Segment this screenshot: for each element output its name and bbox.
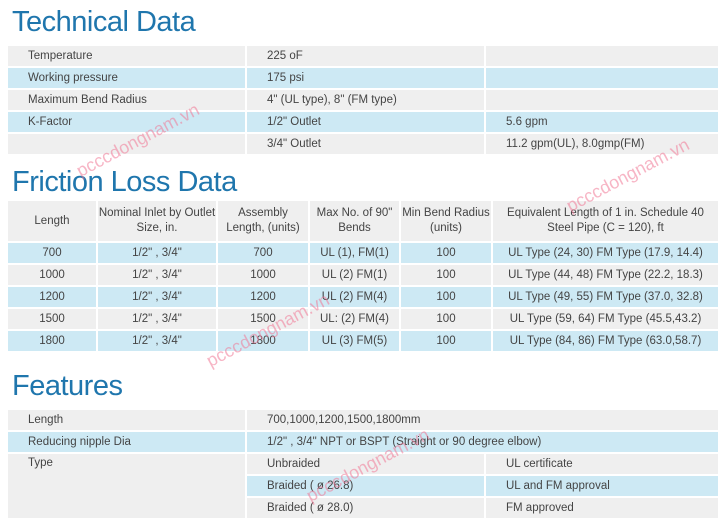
- table-row: 1000 1/2" , 3/4" 1000 UL (2) FM(1) 100 UL Typ…: [8, 265, 718, 285]
- table-row: 1500 1/2" , 3/4" 1500 UL: (2) FM(4) 100 UL Ty…: [8, 309, 718, 329]
- cell: 1800: [8, 331, 96, 351]
- cell: UL Type (24, 30) FM Type (17.9, 14.4): [493, 243, 718, 263]
- technical-data-title: Technical Data: [12, 6, 196, 38]
- cell: 1/2" , 3/4": [98, 243, 216, 263]
- cell: Braided ( ø 26.8): [247, 476, 484, 496]
- cell: Length: [8, 410, 245, 430]
- features-table: Length 700,1000,1200,1500,1800mm Reducing…: [6, 408, 720, 520]
- cell: Type: [8, 454, 245, 518]
- cell: 100: [401, 265, 491, 285]
- table-row: Working pressure 175 psi: [8, 68, 718, 88]
- cell: UL (2) FM(4): [310, 287, 399, 307]
- cell: 1500: [8, 309, 96, 329]
- cell: 175 psi: [247, 68, 484, 88]
- cell: 5.6 gpm: [486, 112, 718, 132]
- friction-loss-title: Friction Loss Data: [12, 166, 237, 198]
- column-header: Assembly Length, (units): [218, 201, 308, 241]
- cell: FM approved: [486, 498, 718, 518]
- cell: 1/2" , 3/4" NPT or BSPT (Straight or 90 …: [247, 432, 718, 452]
- cell: 100: [401, 331, 491, 351]
- cell: Temperature: [8, 46, 245, 66]
- cell: UL certificate: [486, 454, 718, 474]
- cell: 4" (UL type), 8" (FM type): [247, 90, 484, 110]
- column-header: Equivalent Length of 1 in. Schedule 40 S…: [493, 201, 718, 241]
- cell: UL (2) FM(1): [310, 265, 399, 285]
- cell: UL and FM approval: [486, 476, 718, 496]
- cell: 1/2" , 3/4": [98, 265, 216, 285]
- table-row: K-Factor 1/2" Outlet 5.6 gpm: [8, 112, 718, 132]
- cell: Reducing nipple Dia: [8, 432, 245, 452]
- feature-row-type: Braided ( ø 28.0) FM approved: [8, 498, 718, 518]
- cell: 100: [401, 243, 491, 263]
- cell: K-Factor: [8, 112, 245, 132]
- cell: Braided ( ø 28.0): [247, 498, 484, 518]
- cell: 3/4" Outlet: [247, 134, 484, 154]
- cell: 225 oF: [247, 46, 484, 66]
- cell: [486, 68, 718, 88]
- cell: 1800: [218, 331, 308, 351]
- cell: Unbraided: [247, 454, 484, 474]
- column-header: Length: [8, 201, 96, 241]
- cell: 700,1000,1200,1500,1800mm: [247, 410, 718, 430]
- table-row: Temperature 225 oF: [8, 46, 718, 66]
- cell: [8, 134, 245, 154]
- cell: UL Type (59, 64) FM Type (45.5,43.2): [493, 309, 718, 329]
- table-row: 1200 1/2" , 3/4" 1200 UL (2) FM(4) 100 UL Typ…: [8, 287, 718, 307]
- cell: 1/2" Outlet: [247, 112, 484, 132]
- cell: 1500: [218, 309, 308, 329]
- cell: UL Type (44, 48) FM Type (22.2, 18.3): [493, 265, 718, 285]
- cell: 1200: [218, 287, 308, 307]
- header-row: Length Nominal Inlet by Outlet Size, in. A…: [8, 201, 718, 241]
- feature-row-type: Braided ( ø 26.8) UL and FM approval: [8, 476, 718, 496]
- cell: 1200: [8, 287, 96, 307]
- technical-data-table: Temperature 225 oF Working pressure 175 psi…: [6, 44, 720, 156]
- cell: 1/2" , 3/4": [98, 331, 216, 351]
- table-row: Maximum Bend Radius 4" (UL type), 8" (FM …: [8, 90, 718, 110]
- table-row: 1800 1/2" , 3/4" 1800 UL (3) FM(5) 100 UL Typ…: [8, 331, 718, 351]
- feature-row-nipple: Reducing nipple Dia 1/2" , 3/4" NPT or BS…: [8, 432, 718, 452]
- cell: UL (1), FM(1): [310, 243, 399, 263]
- cell: UL Type (49, 55) FM Type (37.0, 32.8): [493, 287, 718, 307]
- table-row: 700 1/2" , 3/4" 700 UL (1), FM(1) 100 UL Type…: [8, 243, 718, 263]
- cell: 100: [401, 309, 491, 329]
- cell: UL Type (84, 86) FM Type (63.0,58.7): [493, 331, 718, 351]
- cell: 1000: [218, 265, 308, 285]
- feature-row-type: Type Unbraided UL certificate: [8, 454, 718, 518]
- features-title: Features: [12, 370, 123, 402]
- column-header: Nominal Inlet by Outlet Size, in.: [98, 201, 216, 241]
- table-row: 3/4" Outlet 11.2 gpm(UL), 8.0gmp(FM): [8, 134, 718, 154]
- cell: 1/2" , 3/4": [98, 287, 216, 307]
- cell: 100: [401, 287, 491, 307]
- cell: UL: (2) FM(4): [310, 309, 399, 329]
- cell: 1/2" , 3/4": [98, 309, 216, 329]
- cell: Maximum Bend Radius: [8, 90, 245, 110]
- cell: 11.2 gpm(UL), 8.0gmp(FM): [486, 134, 718, 154]
- cell: [486, 90, 718, 110]
- feature-row-length: Length 700,1000,1200,1500,1800mm: [8, 410, 718, 430]
- friction-loss-table: Length Nominal Inlet by Outlet Size, in. A…: [6, 199, 720, 353]
- cell: 1000: [8, 265, 96, 285]
- column-header: Max No. of 90" Bends: [310, 201, 399, 241]
- cell: 700: [218, 243, 308, 263]
- cell: [486, 46, 718, 66]
- cell: 700: [8, 243, 96, 263]
- column-header: Min Bend Radius (units): [401, 201, 491, 241]
- cell: UL (3) FM(5): [310, 331, 399, 351]
- cell: Working pressure: [8, 68, 245, 88]
